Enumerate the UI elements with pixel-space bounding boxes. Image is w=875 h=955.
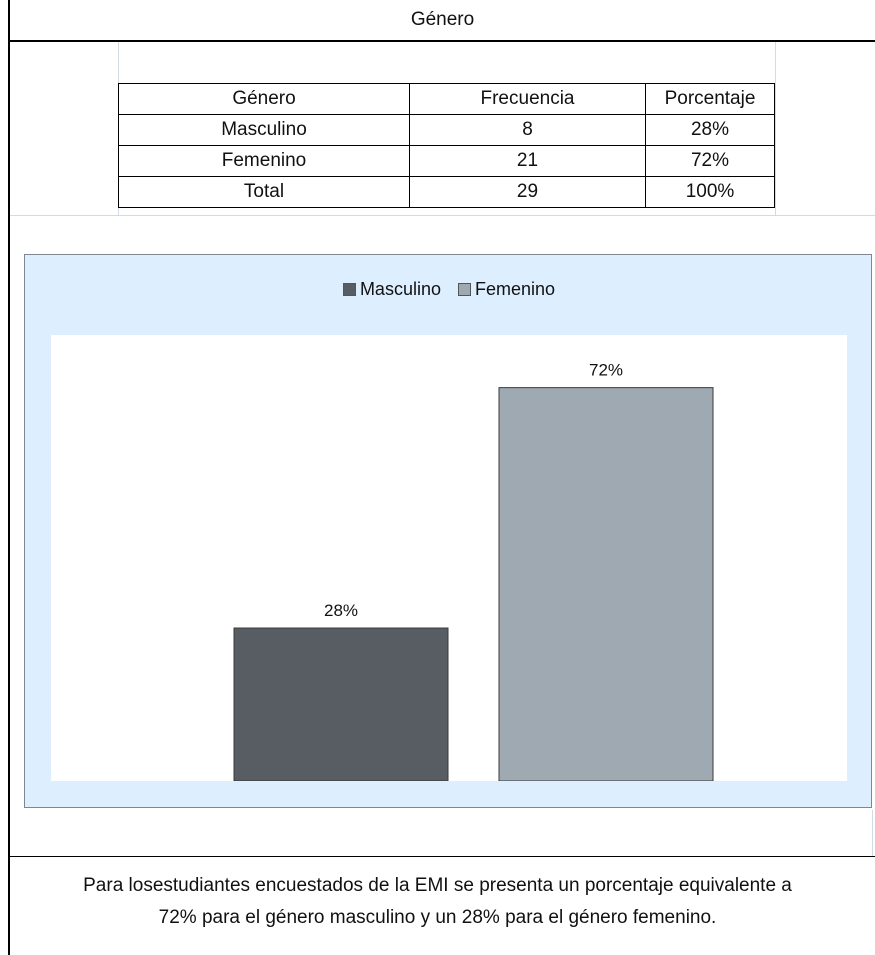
data-label-masculino: 28% — [324, 601, 358, 620]
table-header-row: Género Frecuencia Porcentaje — [118, 83, 775, 115]
page-title: Género — [410, 9, 475, 30]
chart-area[interactable]: Masculino Femenino 28% 72% — [24, 254, 872, 808]
gridline-horizontal — [10, 215, 875, 216]
legend-item-masculino: Masculino — [342, 279, 441, 300]
table-total-row: Total 29 100% — [118, 176, 775, 208]
frame-left-border — [8, 0, 10, 955]
gridline-vertical — [872, 810, 873, 856]
chart-legend: Masculino Femenino — [25, 279, 873, 301]
table-cell: Masculino — [118, 114, 410, 146]
bar-femenino[interactable] — [498, 387, 714, 781]
gridline-vertical — [775, 42, 776, 215]
table-header-cell: Género — [118, 83, 410, 115]
table-cell: 100% — [645, 176, 775, 208]
table-cell: Femenino — [118, 145, 410, 177]
legend-label: Masculino — [359, 279, 441, 299]
caption-divider — [10, 856, 875, 857]
table-cell: 8 — [409, 114, 646, 146]
chart-caption: Para losestudiantes encuestados de la EM… — [0, 870, 875, 934]
table-header-cell: Frecuencia — [409, 83, 646, 115]
table-cell: 28% — [645, 114, 775, 146]
title-divider — [10, 40, 875, 42]
caption-line: 72% para el género masculino y un 28% pa… — [158, 907, 717, 928]
bar-chart-svg: 28% 72% — [233, 361, 714, 781]
legend-label: Femenino — [475, 279, 556, 299]
table-row: Masculino 8 28% — [118, 114, 775, 146]
table-cell: 29 — [409, 176, 646, 208]
legend-swatch — [458, 283, 471, 296]
data-label-femenino: 72% — [589, 361, 623, 380]
table-cell: Total — [118, 176, 410, 208]
table-cell: 21 — [409, 145, 646, 177]
caption-line: Para losestudiantes encuestados de la EM… — [83, 875, 792, 896]
legend-item-femenino: Femenino — [458, 279, 555, 300]
table-header-cell: Porcentaje — [645, 83, 775, 115]
legend-swatch — [342, 283, 356, 296]
table-row: Femenino 21 72% — [118, 145, 775, 177]
table-cell: 72% — [645, 145, 775, 177]
gender-frequency-table: Género Frecuencia Porcentaje Masculino 8… — [118, 83, 775, 208]
bar-masculino[interactable] — [233, 627, 449, 781]
plot-area: 28% 72% — [51, 335, 847, 781]
